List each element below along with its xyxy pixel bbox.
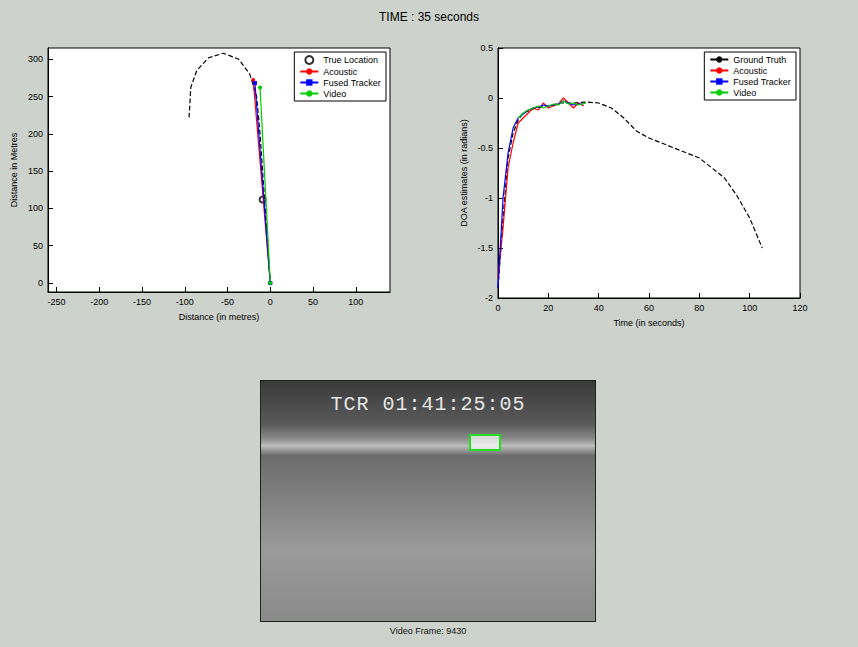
svg-text:-2: -2 (485, 293, 493, 303)
svg-text:-50: -50 (221, 297, 234, 307)
svg-text:200: 200 (28, 129, 43, 139)
svg-text:0: 0 (495, 303, 500, 313)
svg-text:100: 100 (742, 303, 757, 313)
svg-text:DOA estimates (in radians): DOA estimates (in radians) (459, 119, 469, 227)
html-text:TCR 01:41:25:05: TCR 01:41:25:05 (330, 393, 526, 416)
svg-text:250: 250 (28, 92, 43, 102)
svg-text:50: 50 (33, 241, 43, 251)
svg-text:True Location: True Location (323, 55, 378, 65)
svg-text:100: 100 (348, 297, 363, 307)
svg-text:-1: -1 (485, 193, 493, 203)
svg-text:0: 0 (38, 278, 43, 288)
svg-text:150: 150 (28, 166, 43, 176)
svg-text:300: 300 (28, 54, 43, 64)
svg-text:Distance in Metres: Distance in Metres (9, 132, 19, 207)
svg-text:Video: Video (733, 88, 756, 98)
svg-text:Video: Video (323, 89, 346, 99)
html-text:Video Frame: 9430: Video Frame: 9430 (389, 626, 467, 636)
svg-text:100: 100 (28, 203, 43, 213)
svg-text:40: 40 (594, 303, 604, 313)
svg-text:80: 80 (694, 303, 704, 313)
svg-text:-200: -200 (90, 297, 108, 307)
svg-text:-150: -150 (133, 297, 151, 307)
svg-text:-1.5: -1.5 (477, 243, 493, 253)
svg-text:0: 0 (268, 297, 273, 307)
svg-text:Fused Tracker: Fused Tracker (323, 78, 381, 88)
svg-text:20: 20 (543, 303, 553, 313)
svg-text:Time (in seconds): Time (in seconds) (613, 318, 684, 328)
svg-text:-100: -100 (176, 297, 194, 307)
svg-text:Acoustic: Acoustic (323, 67, 358, 77)
svg-text:Acoustic: Acoustic (733, 66, 768, 76)
svg-text:Distance (in metres): Distance (in metres) (179, 312, 260, 322)
svg-text:50: 50 (308, 297, 318, 307)
svg-text:TIME : 35 seconds: TIME : 35 seconds (379, 10, 479, 24)
svg-text:-0.5: -0.5 (477, 143, 493, 153)
svg-text:-250: -250 (48, 297, 66, 307)
svg-text:0.5: 0.5 (480, 43, 493, 53)
svg-text:0: 0 (488, 93, 493, 103)
svg-text:60: 60 (644, 303, 654, 313)
svg-text:Fused Tracker: Fused Tracker (733, 77, 791, 87)
svg-text:120: 120 (792, 303, 807, 313)
svg-text:Ground Truth: Ground Truth (733, 55, 786, 65)
